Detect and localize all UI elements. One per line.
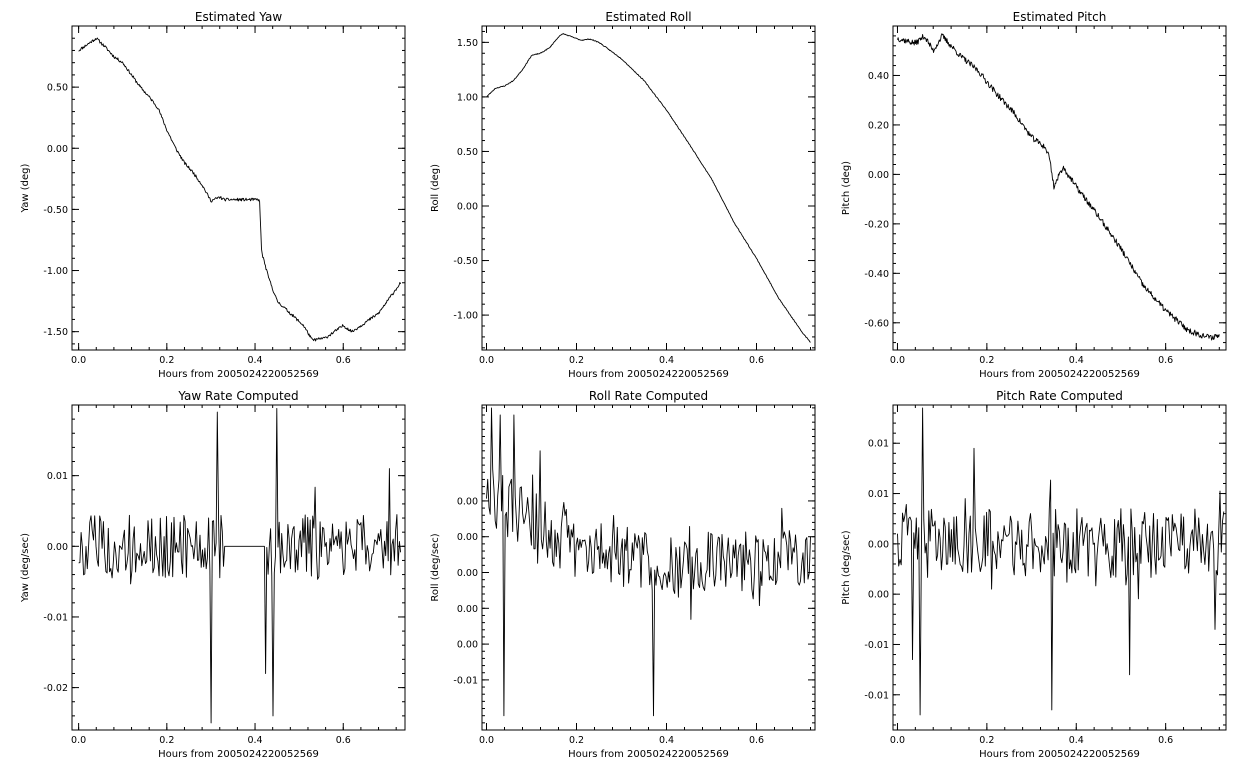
plot-frame (892, 404, 1227, 731)
y-tick-label: -0.20 (864, 219, 889, 230)
y-tick-label: -1.50 (43, 327, 68, 338)
series-line (486, 407, 811, 717)
series-line (78, 408, 402, 724)
chart-title: Estimated Roll (605, 10, 691, 24)
y-tick-label: 0.00 (868, 539, 889, 550)
y-tick-label: 0.00 (457, 202, 478, 213)
x-tick-label: 0.2 (569, 735, 584, 746)
y-tick-label: -0.02 (43, 683, 68, 694)
panel-5: Roll Rate Computed 0.0 0.2 0.4 0.6 -0.01 0.00 0… (430, 389, 816, 760)
x-tick-label: 0.0 (479, 735, 494, 746)
x-tick-label: 0.0 (479, 355, 494, 366)
y-tick-label: 0.00 (457, 532, 478, 543)
chart-title: Estimated Yaw (195, 10, 282, 24)
x-axis-label: Hours from 2005024220052569 (568, 749, 729, 760)
x-axis-label: Hours from 2005024220052569 (979, 369, 1140, 380)
series-line (486, 33, 811, 343)
y-axis-label: Roll (deg/sec) (430, 533, 441, 601)
x-tick-label: 0.2 (569, 355, 584, 366)
panel-1: Estimated Yaw 0.0 0.2 0.4 0.6 -1.50 -1.00 -0.50… (20, 10, 406, 380)
series-line (78, 37, 402, 342)
y-tick-label: 0.00 (457, 496, 478, 507)
y-tick-label: 1.00 (457, 92, 478, 103)
x-tick-label: 0.2 (159, 355, 174, 366)
y-tick-label: 0.00 (457, 640, 478, 651)
plot-frame (71, 25, 406, 351)
y-tick-label: -0.01 (43, 612, 68, 623)
y-tick-label: 0.00 (868, 170, 889, 181)
y-tick-label: 0.50 (47, 83, 68, 94)
y-tick-label: 0.00 (47, 144, 68, 155)
series-line (897, 407, 1225, 716)
x-tick-label: 0.0 (71, 735, 86, 746)
x-tick-label: 0.4 (659, 735, 674, 746)
chart-title: Estimated Pitch (1013, 10, 1107, 24)
y-tick-label: 0.50 (457, 147, 478, 158)
y-tick-label: -0.40 (864, 269, 889, 280)
y-tick-label: 0.00 (457, 568, 478, 579)
x-tick-label: 0.2 (979, 355, 994, 366)
y-tick-label: 0.00 (457, 604, 478, 615)
chart-title: Yaw Rate Computed (177, 389, 298, 403)
x-axis-label: Hours from 2005024220052569 (568, 369, 729, 380)
chart-title: Roll Rate Computed (589, 389, 708, 403)
x-tick-label: 0.4 (1069, 735, 1084, 746)
x-tick-label: 0.0 (890, 355, 905, 366)
x-tick-label: 0.0 (890, 735, 905, 746)
y-tick-label: -0.50 (453, 256, 478, 267)
y-tick-label: 0.00 (47, 542, 68, 553)
x-tick-label: 0.2 (979, 735, 994, 746)
y-tick-label: -0.60 (864, 318, 889, 329)
chart-title: Pitch Rate Computed (996, 389, 1123, 403)
y-tick-label: 0.20 (868, 120, 889, 131)
panel-3: Estimated Pitch 0.0 0.2 0.4 0.6 -0.60 -0.40 -0.… (841, 10, 1227, 380)
y-axis-label: Yaw (deg) (20, 163, 31, 213)
panel-4: Yaw Rate Computed 0.0 0.2 0.4 0.6 -0.02 -0.01 0… (20, 389, 406, 760)
y-tick-label: -1.00 (43, 266, 68, 277)
x-axis-label: Hours from 2005024220052569 (158, 749, 319, 760)
y-tick-label: 1.50 (457, 38, 478, 49)
x-tick-label: 0.4 (1069, 355, 1084, 366)
x-tick-label: 0.6 (749, 735, 764, 746)
series-line (897, 33, 1220, 341)
y-tick-label: 0.01 (868, 489, 889, 500)
y-tick-label: -0.01 (864, 690, 889, 701)
y-tick-label: 0.01 (47, 471, 68, 482)
plot-frame (71, 404, 406, 731)
plot-frame (481, 25, 816, 351)
x-tick-label: 0.6 (336, 355, 351, 366)
x-tick-label: 0.6 (749, 355, 764, 366)
y-axis-label: Pitch (deg/sec) (841, 530, 852, 605)
x-tick-label: 0.6 (1158, 735, 1173, 746)
panel-6: Pitch Rate Computed 0.0 0.2 0.4 0.6 -0.01 -0.0… (841, 389, 1227, 760)
x-tick-label: 0.4 (659, 355, 674, 366)
y-axis-label: Pitch (deg) (841, 161, 852, 215)
y-tick-label: 0.01 (868, 439, 889, 450)
y-tick-label: -0.50 (43, 205, 68, 216)
x-tick-label: 0.0 (71, 355, 86, 366)
x-tick-label: 0.2 (159, 735, 174, 746)
x-tick-label: 0.6 (1158, 355, 1173, 366)
y-axis-label: Roll (deg) (430, 164, 441, 212)
x-tick-label: 0.4 (247, 735, 262, 746)
y-tick-label: -0.01 (864, 640, 889, 651)
plot-frame (892, 25, 1227, 351)
x-tick-label: 0.6 (336, 735, 351, 746)
plot-frame (481, 404, 816, 731)
x-axis-label: Hours from 2005024220052569 (979, 749, 1140, 760)
y-tick-label: 0.00 (868, 590, 889, 601)
y-tick-label: -1.00 (453, 311, 478, 322)
panel-2: Estimated Roll 0.0 0.2 0.4 0.6 -1.00 -0.50 0.00… (430, 10, 816, 380)
y-tick-label: -0.01 (453, 675, 478, 686)
x-axis-label: Hours from 2005024220052569 (158, 369, 319, 380)
y-tick-label: 0.40 (868, 71, 889, 82)
x-tick-label: 0.4 (247, 355, 262, 366)
y-axis-label: Yaw (deg/sec) (20, 533, 31, 603)
